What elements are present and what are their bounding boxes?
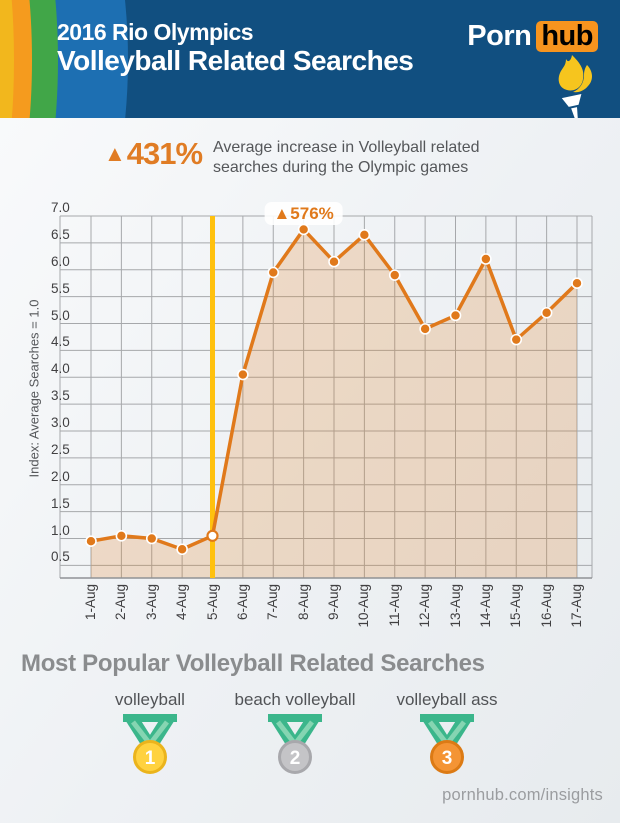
search-term-label: volleyball ass xyxy=(396,690,498,709)
svg-text:1: 1 xyxy=(145,748,156,769)
logo-text-porn: Porn xyxy=(467,20,532,52)
medal-icon: 1 xyxy=(123,713,177,774)
y-tick-label: 3.0 xyxy=(51,415,70,430)
x-tick-label: 3-Aug xyxy=(143,584,159,621)
y-tick-label: 3.5 xyxy=(51,388,70,404)
ranked-search-item: volleyball 1 xyxy=(65,690,235,781)
footer-link[interactable]: pornhub.com/insights xyxy=(442,786,603,804)
x-tick-label: 2-Aug xyxy=(113,584,129,621)
chart-canvas: ▲576% xyxy=(59,202,593,579)
ranked-search-item: beach volleyball 2 xyxy=(210,690,380,781)
x-tick-label: 1-Aug xyxy=(83,584,98,621)
y-tick-label: 1.5 xyxy=(51,495,70,511)
x-tick-label: 12-Aug xyxy=(417,584,433,628)
x-tick-label: 11-Aug xyxy=(386,584,402,627)
stat-description-line1: Average increase in Volleyball related xyxy=(213,139,480,156)
header: 2016 Rio Olympics Volleyball Related Sea… xyxy=(0,0,620,118)
x-tick-label: 5-Aug xyxy=(204,584,220,621)
y-tick-label: 6.0 xyxy=(51,253,70,269)
x-tick-label: 7-Aug xyxy=(265,584,281,621)
y-tick-label: 7.0 xyxy=(51,200,70,215)
torch-icon xyxy=(558,55,593,118)
logo-text-hub: hub xyxy=(536,21,598,52)
pornhub-logo[interactable]: Porn hub xyxy=(467,20,598,53)
podium-heading: Most Popular Volleyball Related Searches xyxy=(21,650,485,677)
stat-description-line2: searches during the Olympic games xyxy=(213,159,469,176)
decorative-arc-yellow xyxy=(0,0,14,118)
y-tick-label: 5.5 xyxy=(51,280,70,296)
search-term-label: volleyball xyxy=(115,690,185,709)
x-tick-label: 15-Aug xyxy=(508,584,524,628)
stat-description: Average increase in Volleyball related s… xyxy=(213,138,480,178)
svg-text:3: 3 xyxy=(442,748,453,769)
svg-text:▲576%: ▲576% xyxy=(273,204,333,223)
page-title: Volleyball Related Searches xyxy=(57,45,414,76)
y-tick-label: 5.0 xyxy=(51,307,70,323)
y-tick-label: 4.5 xyxy=(51,334,70,350)
ranked-search-item: volleyball ass 3 xyxy=(362,690,532,781)
medal-icon: 3 xyxy=(420,713,474,774)
line-chart: ▲576% Index: Average Searches = 1.0 7.0 6… xyxy=(0,195,620,645)
header-subtitle: 2016 Rio Olympics xyxy=(57,19,254,45)
search-term-label: beach volleyball xyxy=(234,690,356,709)
x-tick-label: 17-Aug xyxy=(569,584,584,628)
header-titles: 2016 Rio Olympics Volleyball Related Sea… xyxy=(57,19,414,77)
x-tick-label: 6-Aug xyxy=(234,584,250,621)
y-tick-label: 4.0 xyxy=(51,361,70,377)
y-tick-label: 2.5 xyxy=(51,441,70,457)
medal-icon: 2 xyxy=(268,713,322,774)
stat-value-text: 431% xyxy=(126,136,203,171)
stat-increase: ▲431% xyxy=(104,136,203,172)
y-tick-label: 1.0 xyxy=(51,522,70,538)
svg-text:2: 2 xyxy=(290,748,301,769)
y-tick-label: 6.5 xyxy=(51,226,70,242)
x-tick-label: 10-Aug xyxy=(356,584,372,628)
x-tick-label: 9-Aug xyxy=(326,584,341,621)
x-tick-label: 13-Aug xyxy=(447,584,463,628)
y-tick-label: 2.0 xyxy=(51,468,70,484)
x-tick-label: 8-Aug xyxy=(295,584,311,621)
x-tick-label: 4-Aug xyxy=(174,584,190,621)
x-tick-label: 14-Aug xyxy=(477,584,493,628)
up-triangle-icon: ▲ xyxy=(104,141,126,166)
y-axis-title: Index: Average Searches = 1.0 xyxy=(26,299,42,478)
x-tick-label: 16-Aug xyxy=(538,584,554,628)
y-tick-label: 0.5 xyxy=(51,549,70,565)
